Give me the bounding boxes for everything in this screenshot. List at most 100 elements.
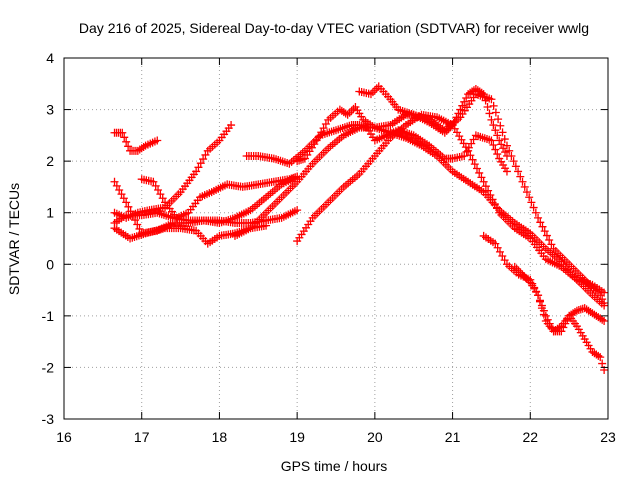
data-point bbox=[201, 150, 210, 159]
data-point bbox=[520, 272, 529, 281]
data-point bbox=[487, 95, 496, 104]
data-point bbox=[500, 256, 509, 265]
data-point bbox=[486, 191, 495, 200]
y-tick-label: -3 bbox=[42, 411, 55, 427]
data-point bbox=[370, 86, 379, 95]
data-point bbox=[319, 124, 328, 133]
data-point bbox=[366, 90, 375, 99]
data-point bbox=[115, 186, 124, 195]
data-point bbox=[460, 97, 469, 106]
data-point bbox=[598, 295, 607, 304]
data-point bbox=[464, 146, 473, 155]
data-point bbox=[600, 298, 609, 307]
x-tick-label: 23 bbox=[600, 429, 616, 445]
data-point bbox=[516, 268, 525, 277]
data-point bbox=[343, 110, 352, 119]
data-point bbox=[124, 142, 133, 151]
data-point bbox=[466, 151, 475, 160]
data-point bbox=[491, 126, 500, 135]
data-point bbox=[534, 291, 543, 300]
data-point bbox=[293, 206, 302, 215]
series-arc-a bbox=[110, 128, 162, 155]
data-point bbox=[507, 151, 516, 160]
data-point bbox=[151, 181, 160, 190]
data-point bbox=[194, 163, 203, 172]
data-point bbox=[469, 135, 478, 144]
data-point bbox=[477, 173, 486, 182]
data-point bbox=[498, 252, 507, 261]
data-point bbox=[483, 102, 492, 111]
data-point bbox=[489, 141, 498, 150]
data-point bbox=[492, 204, 501, 213]
data-point bbox=[536, 296, 544, 305]
data-point bbox=[543, 315, 552, 324]
data-point bbox=[525, 193, 534, 202]
data-point bbox=[496, 121, 505, 130]
data-point bbox=[468, 155, 477, 164]
data-point bbox=[349, 104, 358, 113]
data-point bbox=[491, 145, 500, 154]
data-point bbox=[539, 306, 548, 315]
data-point bbox=[547, 323, 556, 332]
data-point bbox=[481, 182, 490, 191]
data-point bbox=[494, 115, 503, 124]
data-point bbox=[598, 315, 607, 324]
data-point bbox=[368, 88, 377, 97]
data-point bbox=[462, 93, 471, 102]
data-point bbox=[484, 186, 493, 195]
data-point bbox=[153, 136, 162, 145]
data-point bbox=[500, 135, 509, 144]
y-tick-label: 3 bbox=[46, 102, 54, 118]
data-point bbox=[112, 181, 121, 190]
data-point bbox=[262, 221, 271, 230]
data-point bbox=[126, 207, 135, 216]
data-point bbox=[488, 195, 497, 204]
data-point bbox=[458, 101, 467, 110]
data-point bbox=[529, 203, 538, 212]
data-points bbox=[110, 82, 609, 375]
data-point bbox=[510, 262, 519, 271]
data-point bbox=[536, 218, 545, 227]
data-point bbox=[491, 108, 500, 117]
data-point bbox=[505, 146, 514, 155]
data-point bbox=[511, 162, 520, 171]
data-point bbox=[467, 139, 476, 148]
data-point bbox=[345, 108, 354, 117]
data-point bbox=[122, 198, 131, 207]
data-point bbox=[317, 128, 326, 137]
data-point bbox=[514, 167, 523, 176]
data-point bbox=[524, 276, 533, 285]
data-point bbox=[520, 182, 529, 191]
data-point bbox=[199, 155, 208, 164]
data-point bbox=[192, 167, 201, 176]
data-point bbox=[487, 115, 496, 124]
data-point bbox=[312, 136, 321, 145]
data-point bbox=[314, 132, 323, 141]
data-point bbox=[531, 208, 540, 217]
x-axis-label: GPS time / hours bbox=[281, 458, 388, 474]
data-point bbox=[541, 311, 550, 320]
data-point bbox=[522, 188, 531, 197]
data-point bbox=[493, 131, 502, 140]
data-point bbox=[124, 202, 133, 211]
data-point bbox=[557, 327, 566, 336]
data-point bbox=[542, 231, 551, 240]
data-point bbox=[509, 157, 518, 166]
data-point bbox=[158, 194, 167, 203]
data-point bbox=[131, 216, 140, 225]
data-point bbox=[154, 186, 163, 195]
data-point bbox=[502, 167, 511, 176]
axis-ticks bbox=[63, 57, 609, 420]
data-point bbox=[559, 323, 568, 332]
y-tick-label: 2 bbox=[46, 153, 54, 169]
data-point bbox=[489, 121, 498, 130]
data-point bbox=[514, 266, 523, 275]
data-point bbox=[516, 172, 525, 181]
data-point bbox=[537, 301, 546, 310]
data-point bbox=[456, 105, 465, 114]
data-point bbox=[118, 128, 127, 137]
data-point bbox=[518, 177, 527, 186]
data-point bbox=[570, 307, 579, 316]
data-point bbox=[594, 351, 603, 360]
